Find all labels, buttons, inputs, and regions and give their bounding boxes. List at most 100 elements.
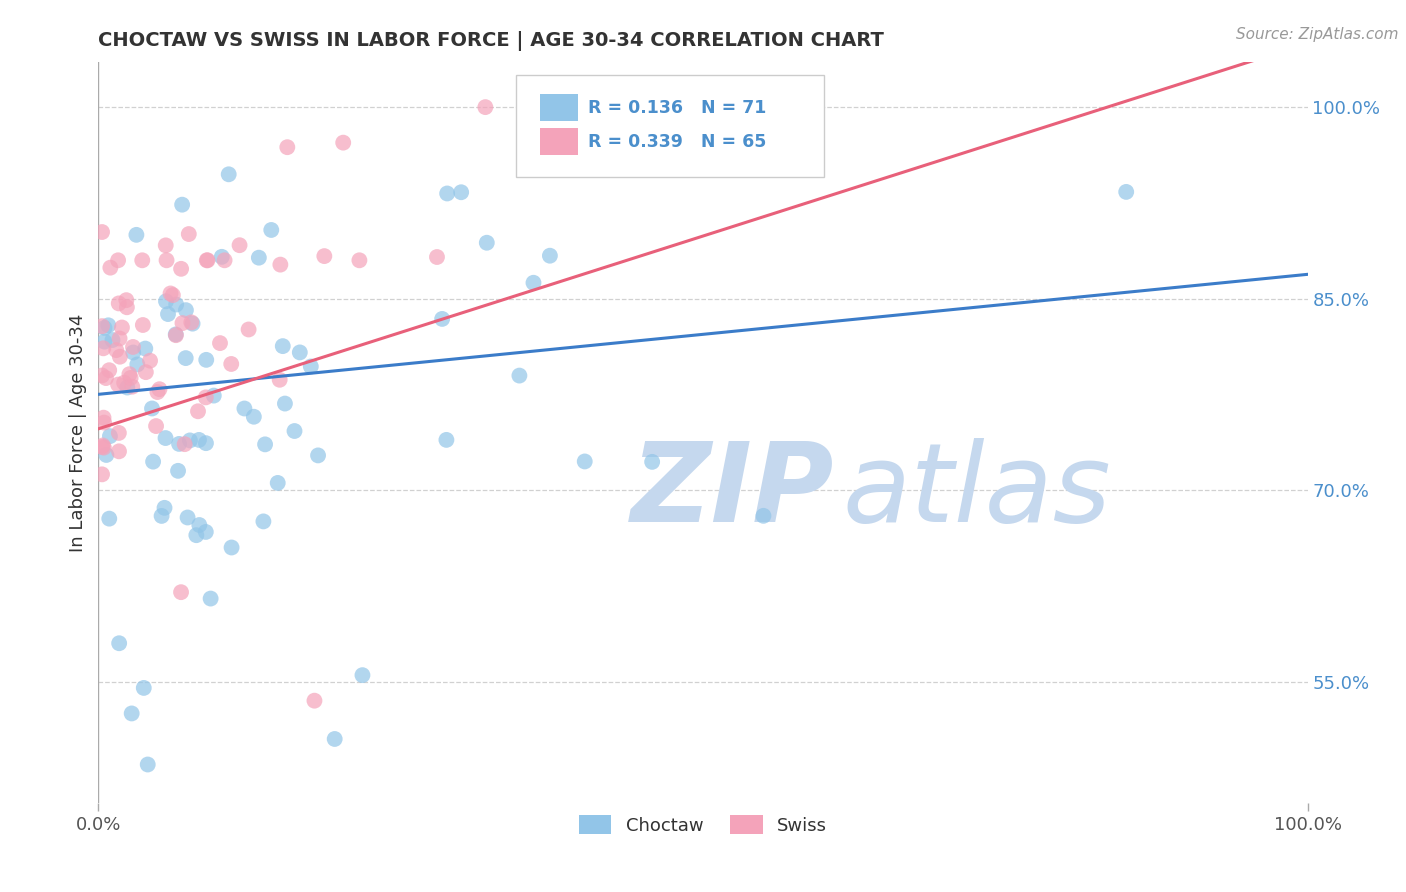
Point xyxy=(132,681,155,695)
Point xyxy=(188,433,211,447)
Point xyxy=(131,253,153,268)
Point xyxy=(436,186,458,201)
FancyBboxPatch shape xyxy=(540,94,578,121)
Point xyxy=(134,342,156,356)
Point xyxy=(107,296,129,310)
Point xyxy=(172,316,194,330)
Point xyxy=(436,433,458,447)
Point xyxy=(105,343,128,358)
Point xyxy=(574,454,596,468)
Point xyxy=(195,253,218,268)
Point xyxy=(450,186,472,200)
Point xyxy=(194,524,217,539)
Point xyxy=(115,293,138,308)
Point xyxy=(91,341,114,355)
Text: ZIP: ZIP xyxy=(630,438,834,545)
Point xyxy=(307,449,329,463)
Y-axis label: In Labor Force | Age 30-34: In Labor Force | Age 30-34 xyxy=(69,313,87,552)
Point xyxy=(93,334,115,349)
Point xyxy=(122,345,145,359)
Point xyxy=(91,225,114,239)
Point xyxy=(136,757,159,772)
Point xyxy=(146,385,169,400)
Point xyxy=(165,328,187,343)
Point xyxy=(349,253,371,268)
Point xyxy=(752,508,775,523)
Point xyxy=(122,340,145,354)
Point xyxy=(101,333,124,347)
Point xyxy=(197,253,219,268)
Text: Source: ZipAtlas.com: Source: ZipAtlas.com xyxy=(1236,27,1399,42)
Point xyxy=(94,371,117,385)
Point xyxy=(91,467,114,482)
Point xyxy=(139,353,162,368)
Point xyxy=(93,441,115,455)
Point xyxy=(98,363,121,377)
Point xyxy=(117,380,139,394)
FancyBboxPatch shape xyxy=(516,75,824,178)
Point xyxy=(167,437,190,451)
Point xyxy=(269,258,291,272)
Point xyxy=(107,253,129,268)
Point xyxy=(141,401,163,416)
Point xyxy=(323,731,346,746)
Point xyxy=(228,238,250,252)
Point xyxy=(93,410,115,425)
Point xyxy=(135,365,157,379)
Point xyxy=(233,401,256,416)
Point xyxy=(125,227,148,242)
Point xyxy=(118,367,141,381)
Point xyxy=(174,351,197,365)
Point xyxy=(165,327,187,342)
Point xyxy=(98,511,121,525)
Point xyxy=(247,251,270,265)
Point xyxy=(156,307,179,321)
Point xyxy=(108,636,131,650)
Point xyxy=(91,368,114,383)
Point xyxy=(148,382,170,396)
Point xyxy=(283,424,305,438)
Point xyxy=(172,197,194,211)
Point xyxy=(93,416,115,430)
Point xyxy=(173,437,195,451)
Point xyxy=(276,140,298,154)
Point xyxy=(260,223,283,237)
Point xyxy=(132,318,155,332)
Point xyxy=(214,253,236,268)
Point xyxy=(162,288,184,302)
Point xyxy=(299,359,322,374)
FancyBboxPatch shape xyxy=(540,128,578,155)
Point xyxy=(153,500,176,515)
Point xyxy=(112,376,135,390)
Point xyxy=(155,253,177,268)
Text: R = 0.339   N = 65: R = 0.339 N = 65 xyxy=(588,133,766,151)
Point xyxy=(474,100,496,114)
Point xyxy=(267,475,290,490)
Point xyxy=(120,371,142,385)
Point xyxy=(176,510,198,524)
Point xyxy=(108,350,131,364)
Point xyxy=(91,319,114,334)
Point xyxy=(271,339,294,353)
Point xyxy=(208,336,231,351)
Point xyxy=(200,591,222,606)
Point xyxy=(121,706,143,721)
Point xyxy=(181,317,204,331)
Point xyxy=(155,431,177,445)
Point xyxy=(98,260,121,275)
Point xyxy=(187,404,209,418)
Point xyxy=(167,464,190,478)
Point xyxy=(352,668,374,682)
Point xyxy=(194,436,217,450)
Legend: Choctaw, Swiss: Choctaw, Swiss xyxy=(571,808,835,842)
Point xyxy=(159,286,181,301)
Point xyxy=(91,440,114,454)
Point xyxy=(111,320,134,334)
Point xyxy=(96,448,118,462)
Point xyxy=(155,238,177,252)
Point xyxy=(508,368,530,383)
Point xyxy=(332,136,354,150)
Point xyxy=(641,455,664,469)
Point xyxy=(165,297,187,311)
Point xyxy=(150,508,173,523)
